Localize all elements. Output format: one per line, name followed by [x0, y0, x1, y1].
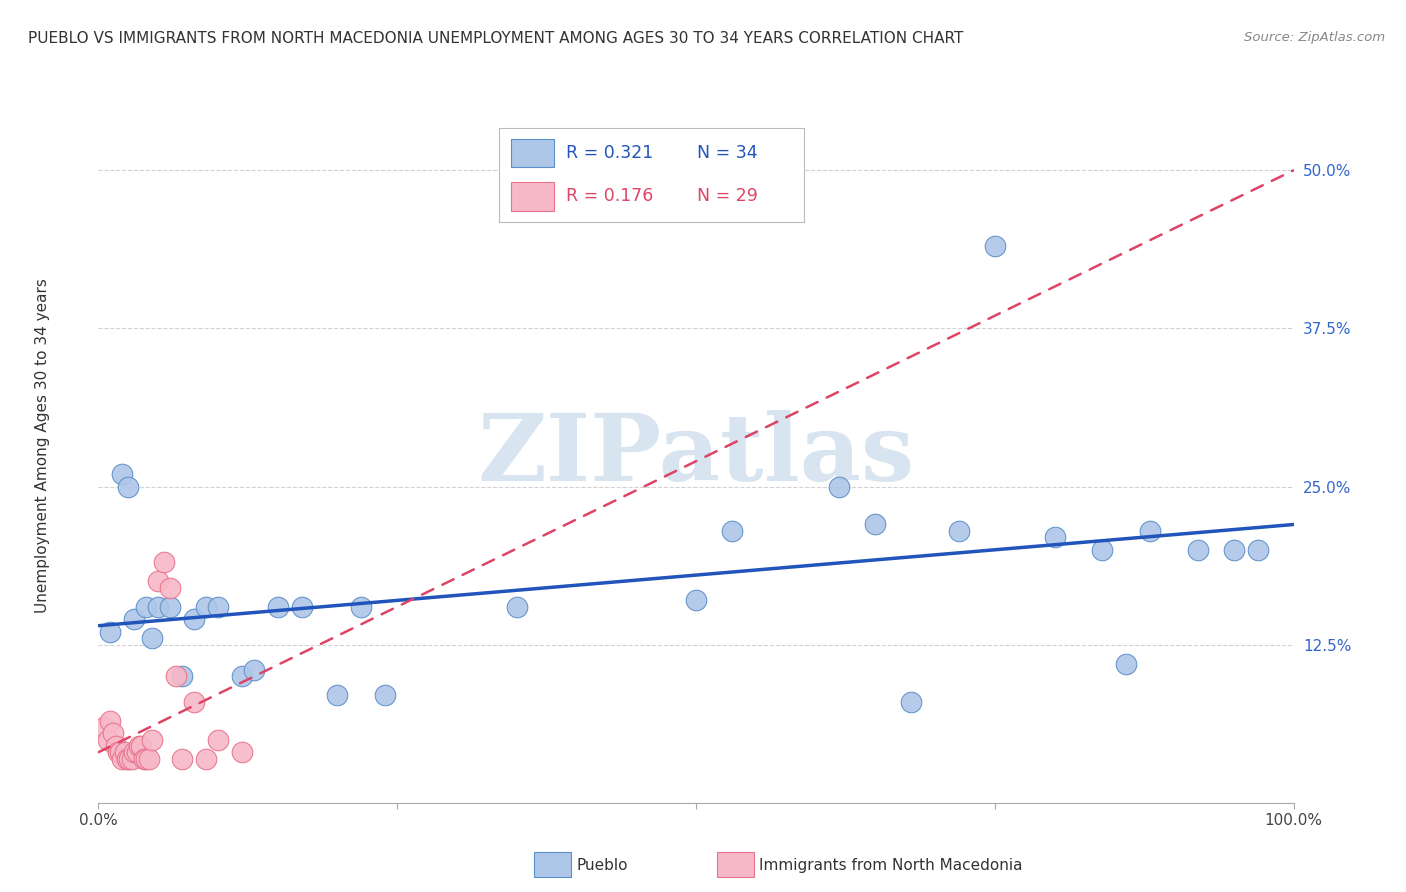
Point	[141, 732, 163, 747]
Point	[183, 612, 205, 626]
Point	[326, 688, 349, 702]
Point	[165, 669, 187, 683]
Point	[721, 524, 744, 538]
Point	[125, 745, 148, 759]
Point	[135, 599, 157, 614]
Point	[121, 751, 143, 765]
Point	[148, 574, 170, 589]
Point	[243, 663, 266, 677]
Point	[183, 695, 205, 709]
Point	[172, 751, 194, 765]
Point	[148, 599, 170, 614]
Point	[900, 695, 922, 709]
Point	[111, 751, 134, 765]
Point	[115, 751, 138, 765]
Point	[1043, 530, 1066, 544]
Point	[1091, 542, 1114, 557]
Text: Pueblo: Pueblo	[576, 858, 628, 872]
Point	[231, 669, 253, 683]
Point	[128, 739, 150, 753]
Point	[1139, 524, 1161, 538]
Point	[97, 732, 120, 747]
Point	[132, 751, 155, 765]
Point	[506, 599, 529, 614]
Text: PUEBLO VS IMMIGRANTS FROM NORTH MACEDONIA UNEMPLOYMENT AMONG AGES 30 TO 34 YEARS: PUEBLO VS IMMIGRANTS FROM NORTH MACEDONI…	[28, 31, 963, 46]
Point	[124, 612, 146, 626]
Point	[290, 599, 312, 614]
Point	[108, 745, 131, 759]
Point	[153, 556, 176, 570]
Point	[207, 732, 229, 747]
Point	[107, 745, 129, 759]
Text: Source: ZipAtlas.com: Source: ZipAtlas.com	[1244, 31, 1385, 45]
Text: Immigrants from North Macedonia: Immigrants from North Macedonia	[759, 858, 1022, 872]
Point	[194, 751, 217, 765]
Point	[131, 739, 153, 753]
Text: ZIPatlas: ZIPatlas	[478, 410, 914, 500]
Point	[159, 599, 181, 614]
Point	[207, 599, 229, 614]
Text: Unemployment Among Ages 30 to 34 years: Unemployment Among Ages 30 to 34 years	[35, 278, 51, 614]
Point	[1187, 542, 1209, 557]
Point	[350, 599, 373, 614]
Point	[983, 239, 1005, 253]
Point	[685, 593, 707, 607]
Point	[98, 625, 122, 640]
Point	[141, 632, 163, 646]
Point	[267, 599, 290, 614]
Point	[135, 751, 157, 765]
Point	[863, 517, 886, 532]
Point	[172, 669, 194, 683]
Point	[117, 479, 139, 493]
Point	[374, 688, 396, 702]
Point	[1222, 542, 1246, 557]
Point	[948, 524, 970, 538]
Point	[1115, 657, 1137, 671]
Point	[101, 726, 124, 740]
Point	[1246, 542, 1268, 557]
Point	[231, 745, 253, 759]
Point	[124, 745, 146, 759]
Point	[93, 720, 115, 734]
Point	[118, 751, 141, 765]
Point	[828, 479, 851, 493]
Point	[138, 751, 160, 765]
Point	[111, 467, 134, 481]
Point	[98, 714, 122, 728]
Point	[159, 581, 181, 595]
Point	[105, 739, 128, 753]
Point	[114, 745, 136, 759]
Point	[194, 599, 217, 614]
